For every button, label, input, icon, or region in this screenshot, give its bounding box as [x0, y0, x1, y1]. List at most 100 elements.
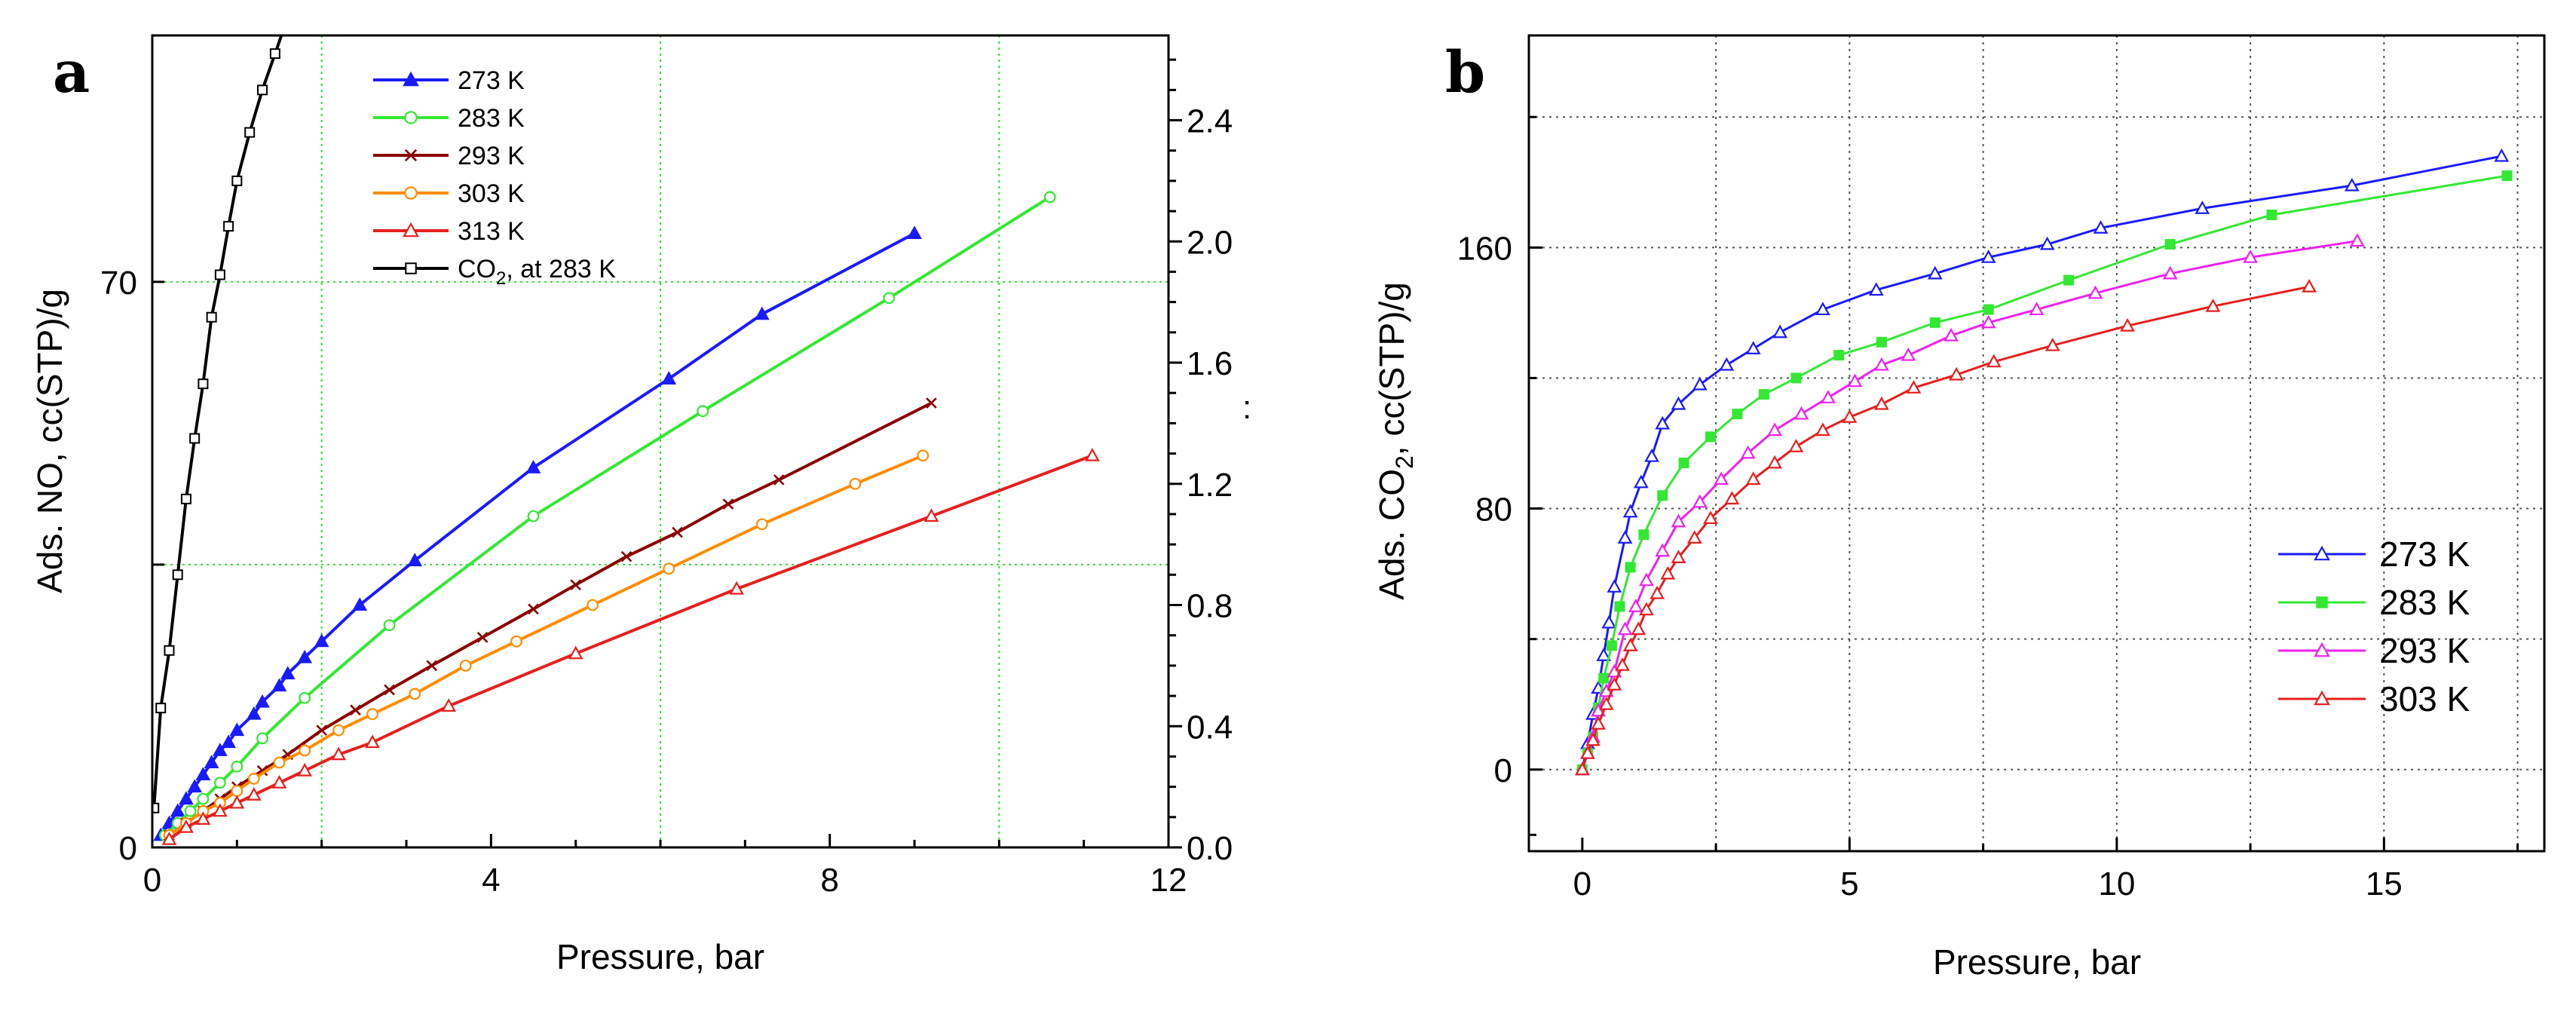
panel-a-grid	[152, 35, 1169, 847]
panel-a-data-point	[729, 581, 744, 595]
panel-a-data-point	[350, 704, 361, 716]
panel-b-data-point	[1847, 373, 1863, 388]
panel-b-xtick-label: 10	[2098, 865, 2135, 902]
panel-a-data-point	[155, 703, 167, 714]
panel-b-data-point	[1607, 579, 1622, 593]
panel-b-data-point	[2205, 298, 2221, 312]
panel-a-y2tick-label: 2.4	[1187, 103, 1233, 140]
panel-b-data-point	[2164, 238, 2176, 250]
panel-b-data-point	[1745, 341, 1761, 354]
panel-a-data-point	[407, 553, 423, 567]
panel-b-data-point	[1598, 683, 1614, 697]
panel-a-data-point	[297, 649, 313, 663]
panel-b-data-point	[1660, 565, 1676, 580]
panel-b-data-point	[2039, 236, 2055, 250]
panel-a-colon-mark: :	[1242, 389, 1251, 426]
panel-b-data-point	[2093, 220, 2109, 234]
panel-a-data-point	[426, 660, 438, 672]
panel-a-data-point	[568, 645, 584, 660]
panel-a-data-point	[257, 84, 268, 96]
panel-a-data-point	[663, 562, 675, 575]
panel-a-data-point	[179, 819, 194, 833]
panel-b-legend-marker	[2314, 690, 2330, 706]
panel-b-frame	[1527, 34, 2546, 853]
panel-a-data-point	[269, 48, 280, 60]
panel-b-data-point	[1833, 350, 1845, 361]
panel-a-legend-marker	[403, 222, 419, 237]
panel-b-legend-marker	[2314, 642, 2330, 657]
panel-b-data-point	[1657, 490, 1668, 501]
panel-a-data-point	[697, 405, 709, 418]
panel-a-legend-marker	[403, 71, 419, 87]
panel-b-data-point	[1874, 357, 1889, 371]
panel-a-data-point	[528, 603, 539, 615]
panel-b-data-point	[2120, 317, 2135, 332]
panel-b-data-point	[1617, 621, 1633, 636]
panel-a-series-line	[164, 195, 1051, 837]
panel-b-data-point	[1614, 601, 1625, 612]
panel-b-xlabel: Pressure, bar	[1933, 942, 2141, 982]
panel-a-data-point	[212, 803, 228, 817]
panel-b-xtick-label: 5	[1840, 865, 1858, 902]
panel-b-legend-label: 273 K	[2379, 535, 2470, 574]
panel-b-data-point	[1596, 648, 1612, 661]
panel-b-data-point	[2243, 250, 2258, 263]
panel-b-data-point	[1617, 530, 1633, 544]
panel-b-ytick-label: 0	[1494, 752, 1512, 789]
panel-b-legend-label: 293 K	[2379, 631, 2470, 670]
panel-a-data-point	[525, 460, 541, 473]
panel-a-data-point	[299, 691, 311, 704]
panel-b-data-point	[1719, 357, 1735, 371]
panel-b-ylabel-main: Ads. CO	[1372, 469, 1411, 600]
panel-b-data-point	[1868, 282, 1884, 296]
panel-a-legend-marker	[404, 149, 418, 162]
panel-a-data-point	[273, 756, 286, 769]
panel-a-legend-marker	[404, 186, 418, 200]
panel-b-data-point	[1625, 562, 1636, 573]
panel-b-data-point	[1724, 491, 1740, 505]
panel-b-data-point	[1615, 657, 1630, 671]
panel-b-ticks: 0 5 10 15 0 80 160	[1457, 115, 2519, 902]
panel-b-chart: 0 5 10 15 0 80 160 Pressure, bar Ads. CO2, cc(…	[1372, 34, 2546, 982]
panel-b-data-point	[1842, 409, 1858, 423]
panel-a-data-point	[244, 127, 256, 138]
panel-a-xtick-label: 12	[1150, 862, 1187, 899]
panel-b-data-point	[1639, 602, 1654, 616]
panel-b-data-point	[1705, 431, 1717, 443]
panel-a-series-4	[161, 447, 1100, 845]
panel-b-data-point	[1692, 376, 1708, 391]
panel-b-data-point	[2349, 233, 2365, 247]
panel-b-data-point	[1821, 390, 1836, 403]
panel-a-data-point	[256, 732, 268, 745]
panel-a-data-point	[365, 734, 380, 749]
panel-a-xlabel: Pressure, bar	[556, 937, 764, 976]
panel-a-xtick-label: 8	[820, 862, 838, 899]
panel-a-ytick-label: 0	[119, 830, 137, 867]
panel-b-data-point	[1815, 422, 1830, 437]
panel-b-data-point	[2266, 210, 2277, 221]
panel-b-data-point	[2029, 302, 2045, 316]
panel-a-data-point	[332, 724, 345, 737]
panel-b-data-point	[2344, 177, 2360, 191]
panel-a-data-point	[297, 762, 313, 777]
panel-a-data-point	[849, 477, 862, 490]
panel-a-data-point	[570, 579, 581, 591]
panel-a-data-point	[189, 433, 201, 444]
panel-a-data-point	[255, 694, 270, 708]
panel-a-data-point	[510, 635, 522, 648]
panel-a-data-point	[152, 802, 160, 813]
panel-b-data-point	[1874, 396, 1889, 410]
panel-b-data-point	[1622, 504, 1638, 518]
panel-b-data-point	[1644, 449, 1659, 462]
panel-b-data-point	[2063, 274, 2075, 286]
panel-a-ylabel: Ads. NO, cc(STP)/g	[30, 289, 69, 593]
panel-a-chart: 0 4 8 12 0 70 0.0 0.4 0.8 1.2 1.6 2.0 2.4 Pressure, …	[30, 34, 1251, 976]
panel-b-legend-marker	[2314, 545, 2330, 561]
panel-b-data-point	[1767, 422, 1782, 437]
panel-a-data-point	[1043, 191, 1056, 204]
panel-b-data-point	[1671, 550, 1686, 563]
panel-a-data-point	[179, 791, 194, 805]
panel-a-data-point	[926, 397, 937, 409]
panel-b-data-point	[1793, 406, 1809, 420]
